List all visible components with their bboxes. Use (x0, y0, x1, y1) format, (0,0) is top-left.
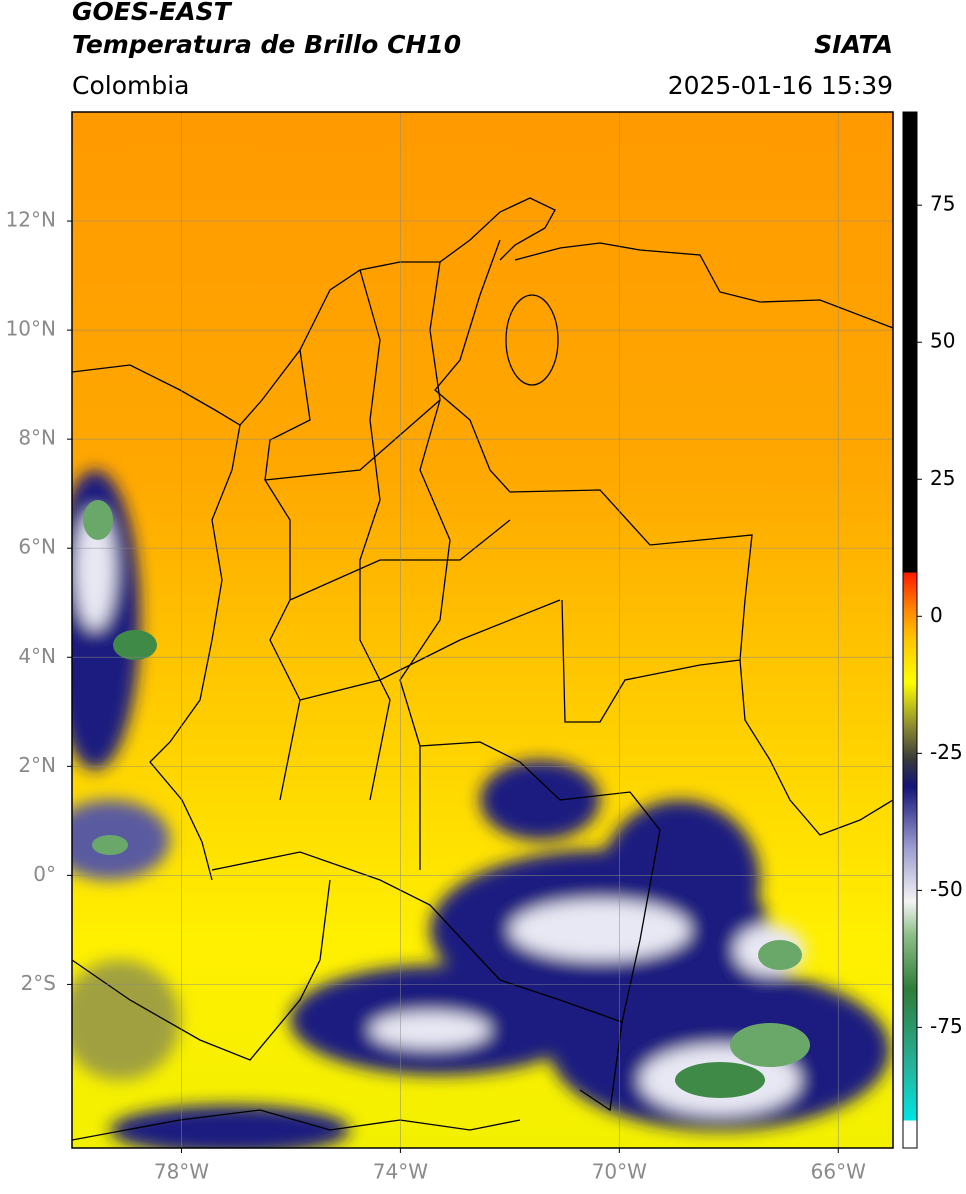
y-tick-label: 12°N (6, 208, 56, 232)
subtitle: Temperatura de Brillo CH10 (72, 30, 461, 59)
colorbar-tick-label: -25 (930, 740, 963, 764)
colorbar (902, 111, 918, 1149)
datetime: 2025-01-16 15:39 (668, 71, 893, 100)
source: SIATA (814, 30, 893, 59)
y-tick-label: 4°N (18, 644, 56, 668)
map-image (72, 112, 893, 1148)
x-tick-label: 78°W (154, 1160, 209, 1184)
grid (72, 112, 893, 1148)
y-tick-label: 2°S (21, 971, 56, 995)
y-tick-label: 0° (33, 862, 56, 886)
colorbar-tick-label: -50 (930, 877, 963, 901)
cloud-cores (83, 500, 810, 1098)
borders (72, 197, 893, 1141)
map-frame (71, 111, 894, 1149)
colorbar-tick-label: 50 (930, 329, 955, 353)
y-tick-label: 6°N (18, 535, 56, 559)
colorbar-tick-label: -75 (930, 1014, 963, 1038)
region: Colombia (72, 71, 189, 100)
y-tick-label: 2°N (18, 753, 56, 777)
title: GOES-EAST (72, 0, 233, 26)
colorbar-tick-label: 75 (930, 192, 955, 216)
x-tick-label: 70°W (592, 1160, 647, 1184)
y-tick-label: 10°N (6, 317, 56, 341)
colorbar-tick-label: 0 (930, 603, 943, 627)
x-tick-label: 74°W (373, 1160, 428, 1184)
cloud-field (72, 470, 890, 1148)
x-tick-label: 66°W (811, 1160, 866, 1184)
y-tick-label: 8°N (18, 426, 56, 450)
colorbar-tick-label: 25 (930, 466, 955, 490)
